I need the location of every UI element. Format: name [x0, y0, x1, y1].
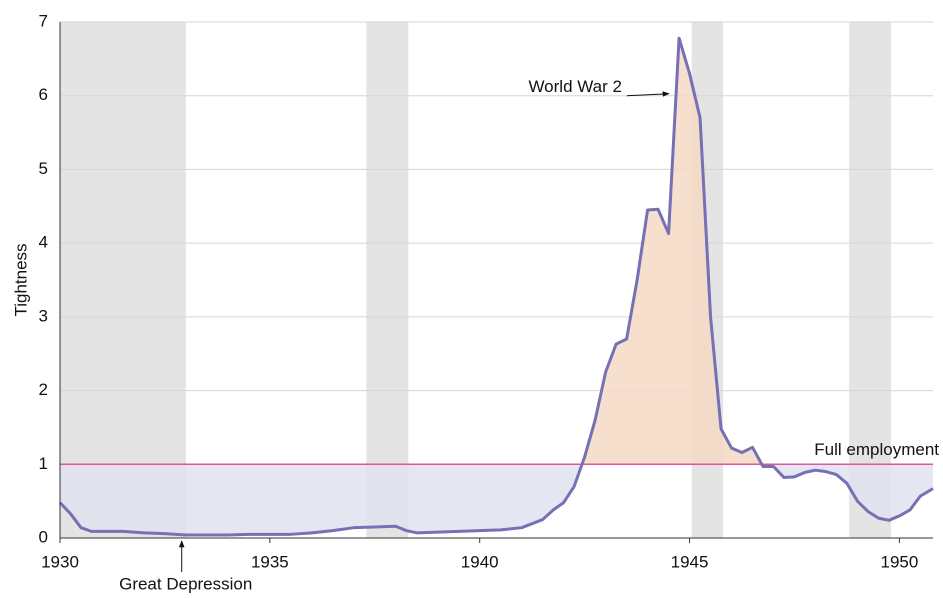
y-tick-label: 4	[39, 233, 48, 252]
y-tick-label: 7	[39, 11, 48, 30]
reference-label: Full employment	[814, 440, 939, 459]
y-tick-label: 6	[39, 85, 48, 104]
shaded-period	[366, 22, 409, 538]
x-tick-label: 1935	[251, 552, 289, 571]
y-tick-label: 3	[39, 306, 48, 325]
annotation: Great Depression	[119, 574, 252, 593]
x-tick-label: 1940	[461, 552, 499, 571]
annotation: World War 2	[528, 77, 622, 96]
y-tick-label: 0	[39, 527, 48, 546]
y-tick-label: 1	[39, 454, 48, 473]
y-axis-label: Tightness	[11, 243, 30, 316]
shaded-period	[849, 22, 892, 538]
area-below	[60, 464, 933, 536]
y-tick-label: 5	[39, 159, 48, 178]
x-tick-label: 1950	[881, 552, 919, 571]
line	[58, 36, 934, 537]
x-tick-label: 1930	[41, 552, 79, 571]
shaded-period	[60, 22, 186, 538]
annotation-arrow	[626, 91, 670, 97]
y-tick-label: 2	[39, 380, 48, 399]
x-tick-label: 1945	[671, 552, 709, 571]
area-above	[582, 38, 762, 465]
